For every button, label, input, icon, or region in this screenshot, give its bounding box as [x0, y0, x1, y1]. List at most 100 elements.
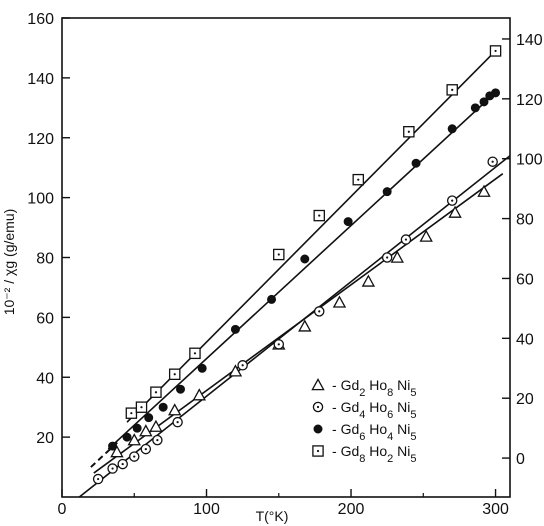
data-point-series-1	[127, 433, 141, 446]
legend: - Gd2 Ho8 Ni5- Gd4 Ho6 Ni5- Gd6 Ho4 Ni5-…	[311, 377, 417, 465]
y-right-tick-label: 40	[516, 331, 534, 348]
data-point-series-4	[273, 248, 285, 261]
y-right-tick-label: 100	[516, 152, 543, 169]
data-point-series-3	[158, 402, 168, 412]
fit-line-series-3	[107, 89, 499, 450]
open-circle-dot	[121, 462, 124, 466]
x-tick-label: 0	[58, 501, 67, 518]
square-dot	[140, 406, 143, 409]
square-dot	[173, 373, 176, 376]
data-point-series-1	[448, 205, 462, 218]
data-point-series-4	[125, 407, 138, 419]
data-point-series-1	[390, 250, 404, 263]
square-dot	[318, 214, 321, 217]
y-axis-title: 10⁻² / χg (g/emu)	[1, 209, 17, 316]
data-point-series-3	[479, 97, 489, 107]
data-point-series-3	[411, 158, 421, 168]
data-point-series-3	[267, 294, 277, 304]
data-point-series-2	[107, 463, 118, 474]
open-circle-dot	[241, 364, 244, 367]
y-left-tick-label: 100	[27, 191, 54, 208]
legend-marker-2	[312, 401, 324, 413]
y-left-tick-label: 40	[36, 370, 54, 387]
data-point-series-2	[129, 451, 140, 462]
data-point-series-4	[150, 386, 162, 398]
square-dot	[316, 449, 320, 453]
data-point-series-1	[149, 419, 163, 432]
legend-marker-3	[313, 424, 323, 434]
square-dot	[130, 412, 133, 415]
x-tick-label: 300	[482, 501, 509, 518]
y-left-tick-label: 140	[27, 71, 54, 88]
data-point-series-3	[343, 217, 353, 227]
data-point-series-2	[92, 473, 104, 485]
data-point-series-3	[230, 324, 240, 334]
data-point-series-3	[382, 187, 392, 197]
legend-label-4: - Gd8 Ho2 Ni5	[332, 443, 417, 465]
data-point-series-2	[117, 458, 128, 470]
data-point-series-4	[313, 209, 325, 222]
data-point-series-4	[446, 84, 458, 96]
data-point-series-2	[446, 195, 458, 206]
axes	[61, 17, 511, 498]
square-dot	[494, 49, 497, 53]
legend-marker-4	[312, 445, 324, 457]
data-point-series-3	[470, 103, 480, 113]
y-left-tick-label: 20	[36, 430, 54, 447]
y-left-tick-label: 60	[36, 310, 54, 327]
data-points	[92, 45, 502, 485]
x-axis-title: T(°K)	[256, 508, 289, 524]
open-circle-dot	[133, 455, 136, 458]
data-point-series-1	[110, 445, 124, 458]
data-point-series-3	[447, 124, 457, 134]
open-circle-dot	[111, 467, 114, 470]
data-point-series-3	[132, 423, 142, 433]
open-circle-dot	[277, 343, 280, 346]
data-point-series-2	[140, 443, 152, 455]
y-left-tick-label: 160	[27, 11, 54, 28]
open-circle-dot	[386, 256, 389, 259]
data-point-series-2	[313, 306, 325, 317]
open-circle-dot	[318, 310, 321, 313]
open-circle-dot	[316, 405, 320, 409]
data-point-series-4	[403, 126, 415, 138]
data-point-series-1	[192, 388, 206, 401]
fit-line-series-2	[78, 155, 511, 498]
legend-label-2: - Gd4 Ho6 Ni5	[332, 399, 417, 421]
y-right-tick-label: 20	[516, 391, 534, 408]
fit-line-series-4	[126, 47, 500, 423]
data-point-series-3	[108, 441, 118, 451]
open-circle-dot	[156, 439, 159, 442]
legend-label-1: - Gd2 Ho8 Ni5	[332, 377, 417, 399]
data-point-series-2	[237, 360, 248, 371]
data-point-series-2	[152, 434, 163, 446]
y-right-tick-label: 120	[516, 92, 543, 109]
open-circle-dot	[176, 421, 179, 424]
y-left-tick-label: 80	[36, 251, 54, 268]
open-circle-dot	[97, 477, 100, 481]
square-dot	[451, 88, 454, 91]
y-left-tick-label: 120	[27, 131, 54, 148]
data-point-series-1	[332, 295, 347, 308]
square-dot	[357, 178, 360, 181]
legend-label-3: - Gd6 Ho4 Ni5	[332, 421, 417, 443]
data-point-series-3	[144, 413, 154, 423]
data-point-series-3	[197, 363, 207, 373]
data-point-series-1	[298, 319, 312, 332]
y-right-tick-label: 80	[516, 212, 534, 229]
y-right-tick-label: 60	[516, 271, 534, 288]
y-right-tick-label: 0	[516, 451, 525, 468]
data-point-series-4	[489, 45, 502, 57]
data-point-series-1	[168, 403, 182, 416]
legend-marker-1	[311, 378, 325, 391]
data-point-series-3	[491, 88, 501, 98]
data-point-series-4	[189, 347, 201, 360]
data-point-series-2	[487, 156, 498, 167]
square-dot	[277, 253, 280, 256]
data-point-series-2	[172, 416, 183, 428]
data-point-series-3	[176, 384, 186, 394]
data-point-series-4	[168, 368, 181, 381]
data-point-series-3	[300, 254, 310, 264]
x-tick-label: 100	[193, 501, 220, 518]
data-point-series-2	[273, 339, 285, 350]
